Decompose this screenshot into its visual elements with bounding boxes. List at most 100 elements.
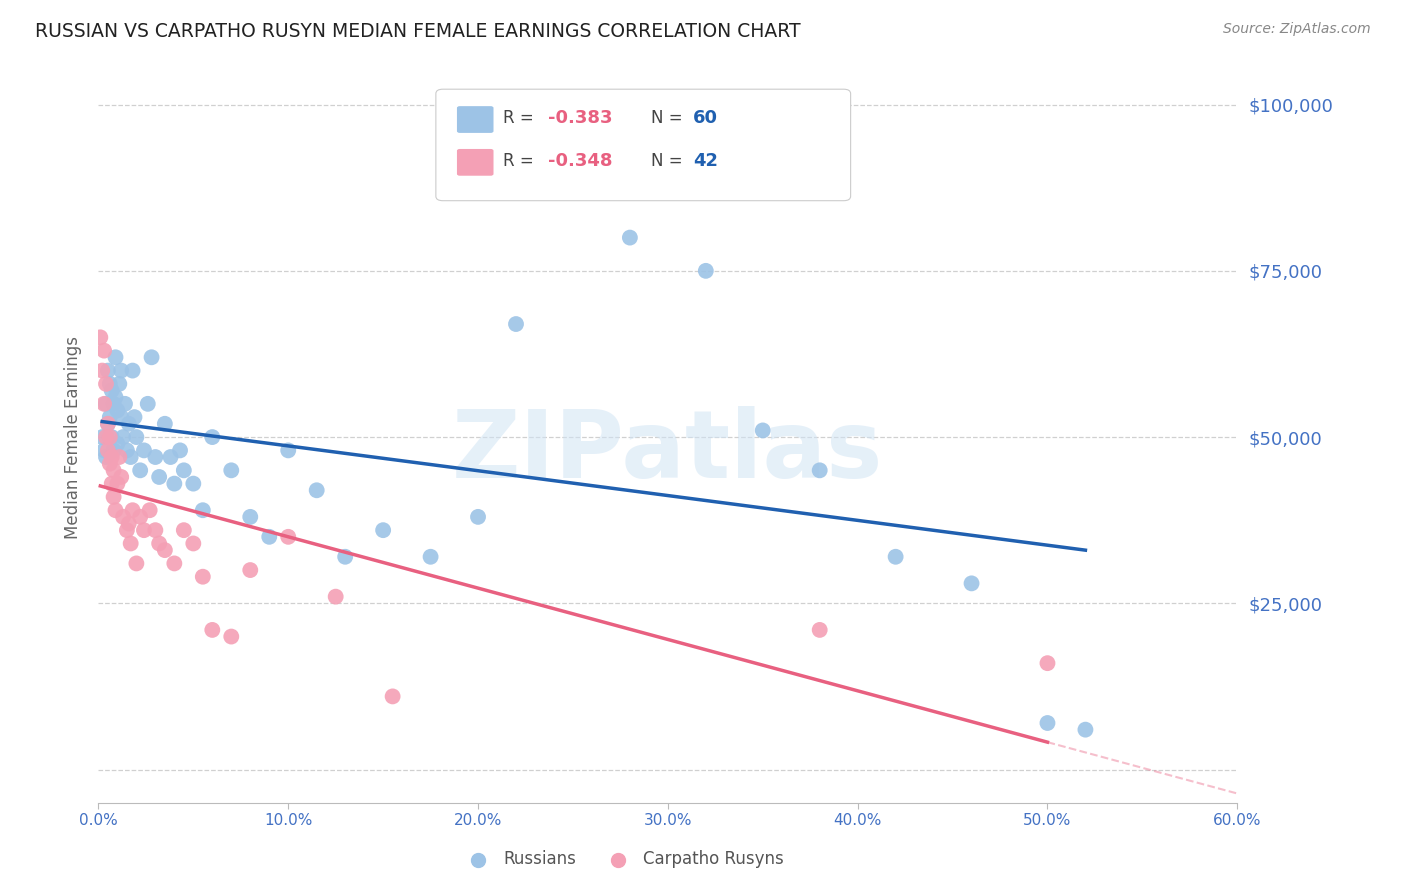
Point [132,523,155,537]
Point [371,523,394,537]
Point [124,410,146,425]
Legend: Russians, Carpatho Rusyns: Russians, Carpatho Rusyns [454,844,790,875]
Point [104,390,127,404]
Text: RUSSIAN VS CARPATHO RUSYN MEDIAN FEMALE EARNINGS CORRELATION CHART: RUSSIAN VS CARPATHO RUSYN MEDIAN FEMALE … [35,22,801,41]
Point [112,430,135,444]
Point [159,450,181,464]
Text: N =: N = [651,109,688,127]
Point [163,557,186,571]
Text: -0.383: -0.383 [548,109,613,127]
Text: N =: N = [651,152,688,169]
Point [94,450,117,464]
Point [104,503,127,517]
Point [173,463,195,477]
Point [277,530,299,544]
Point [752,424,775,438]
Point [173,523,195,537]
Point [91,363,114,377]
Point [103,443,125,458]
Point [103,490,125,504]
Point [100,384,122,398]
Point [100,476,122,491]
Point [221,630,243,644]
Point [183,536,205,550]
Point [120,450,142,464]
Point [259,530,281,544]
Point [110,410,132,425]
Point [960,576,983,591]
Point [136,397,159,411]
Point [120,536,142,550]
Point [325,590,347,604]
Point [808,463,831,477]
Point [305,483,328,498]
Point [103,463,125,477]
Point [104,351,127,365]
Point [100,450,122,464]
Point [419,549,441,564]
Point [129,509,152,524]
Point [132,443,155,458]
Point [118,417,141,431]
Point [562,164,585,178]
Point [107,403,129,417]
Point [381,690,404,704]
Point [108,450,131,464]
Point [94,430,117,444]
Point [112,509,135,524]
Point [94,376,117,391]
Point [201,623,224,637]
Point [115,523,138,537]
Point [125,557,148,571]
Point [148,536,170,550]
Point [110,363,132,377]
Point [145,523,167,537]
Point [89,330,111,344]
Text: 42: 42 [693,152,718,169]
Point [93,397,115,411]
Point [108,376,131,391]
Point [121,363,143,377]
Point [107,476,129,491]
Point [91,430,114,444]
Point [93,343,115,358]
Point [467,509,489,524]
Point [107,436,129,450]
Point [695,264,717,278]
Point [98,376,121,391]
Point [239,509,262,524]
Point [98,457,121,471]
Point [183,476,205,491]
Point [153,417,176,431]
Point [100,430,122,444]
Point [138,503,160,517]
Point [141,351,163,365]
Point [277,443,299,458]
Point [125,430,148,444]
Point [163,476,186,491]
Point [94,397,117,411]
Text: 60: 60 [693,109,718,127]
Point [115,443,138,458]
Point [169,443,191,458]
Point [121,503,143,517]
Point [221,463,243,477]
Text: -0.348: -0.348 [548,152,613,169]
Text: R =: R = [503,152,540,169]
Point [153,543,176,558]
Point [103,397,125,411]
Point [110,470,132,484]
Point [97,363,120,377]
Point [619,230,641,244]
Text: ZIPatlas: ZIPatlas [453,406,883,498]
Point [97,443,120,458]
Point [1036,656,1059,670]
Point [191,503,214,517]
Text: R =: R = [503,109,540,127]
Text: Source: ZipAtlas.com: Source: ZipAtlas.com [1223,22,1371,37]
Point [148,470,170,484]
Point [129,463,152,477]
Point [335,549,357,564]
Point [118,516,141,531]
Point [98,410,121,425]
